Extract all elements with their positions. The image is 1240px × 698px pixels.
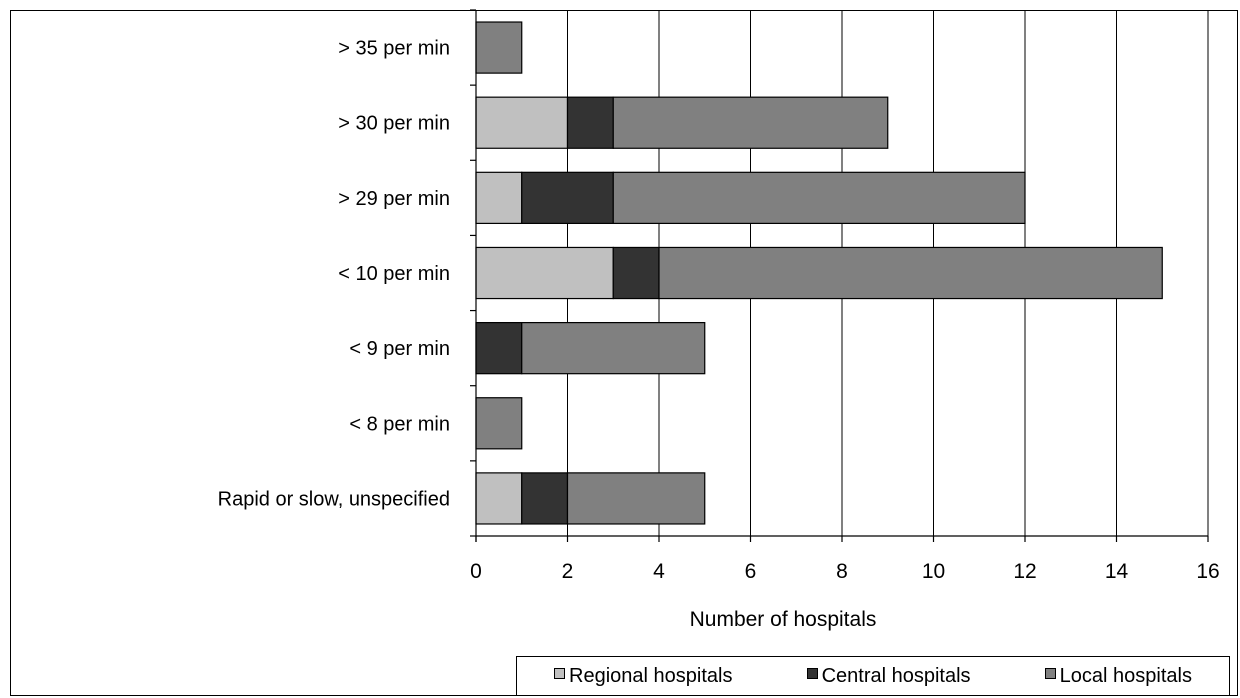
legend-label: Regional hospitals	[569, 664, 733, 687]
bar-central-hospitals-2	[521, 171, 614, 225]
bar-regional-hospitals-2	[475, 171, 523, 225]
axes: > 35 per min > 30 per min > 29 per min < 10…	[218, 9, 1220, 583]
legend-swatch	[806, 667, 818, 679]
legend-label: Central hospitals	[821, 664, 971, 687]
y-tick-label: < 9 per min	[349, 338, 450, 360]
legend-item: Local hospitals	[1044, 664, 1192, 688]
y-tick-label: > 30 per min	[338, 113, 450, 135]
x-axis-title: Number of hospitals	[690, 608, 877, 631]
legend-label: Local hospitals	[1059, 664, 1192, 687]
bar-regional-hospitals-6	[475, 472, 523, 525]
legend-swatch	[1044, 667, 1056, 679]
bars	[475, 21, 1163, 525]
bar-local-hospitals-6	[566, 472, 706, 525]
bar-local-hospitals-0	[475, 21, 523, 74]
legend-item: Central hospitals	[806, 664, 971, 688]
x-tick-label: 8	[836, 560, 848, 583]
x-tick-label: 16	[1196, 560, 1219, 583]
chart-legend: Regional hospitals Central hospitals Local…	[516, 656, 1230, 696]
bar-local-hospitals-4	[521, 321, 706, 375]
bar-local-hospitals-5	[475, 397, 523, 450]
bar-regional-hospitals-3	[475, 246, 614, 300]
bar-local-hospitals-2	[612, 171, 1026, 225]
x-tick-label: 10	[922, 560, 945, 583]
bar-local-hospitals-1	[612, 96, 889, 149]
y-tick-label: > 29 per min	[338, 188, 450, 210]
x-tick-label: 6	[745, 560, 757, 583]
legend-item: Regional hospitals	[554, 665, 732, 688]
bar-regional-hospitals-1	[475, 96, 569, 149]
bar-central-hospitals-3	[612, 246, 660, 300]
x-tick-label: 12	[1013, 560, 1036, 583]
x-tick-label: 14	[1105, 560, 1129, 583]
x-tick-label: 2	[562, 560, 574, 583]
y-tick-label: < 10 per min	[338, 263, 450, 285]
legend-swatch	[554, 667, 566, 679]
bar-central-hospitals-1	[566, 96, 614, 149]
x-tick-label: 0	[470, 560, 482, 583]
y-tick-label: > 35 per min	[338, 38, 450, 60]
y-tick-label: Rapid or slow, unspecified	[218, 488, 450, 510]
bar-local-hospitals-3	[658, 246, 1163, 300]
y-tick-label: < 8 per min	[349, 413, 450, 435]
bar-central-hospitals-4	[475, 321, 523, 375]
bar-central-hospitals-6	[521, 472, 569, 525]
x-tick-label: 4	[653, 560, 665, 583]
